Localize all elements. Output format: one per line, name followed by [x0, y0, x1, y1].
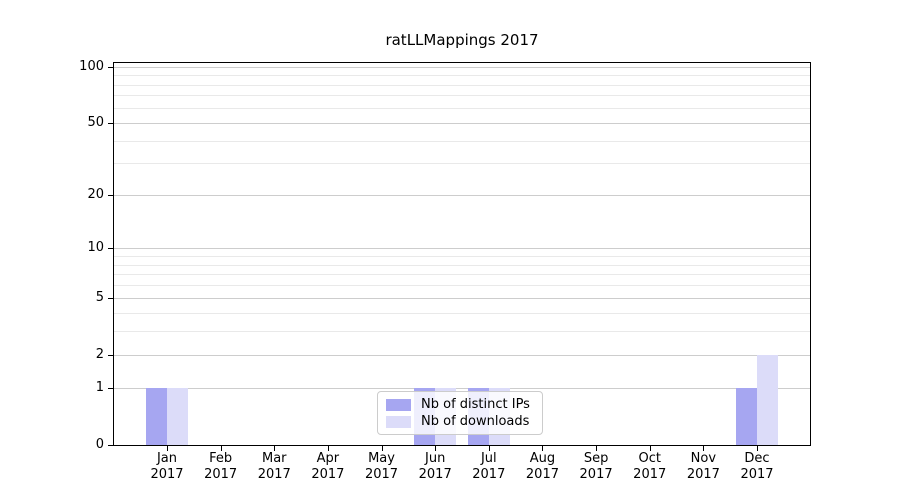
- minor-gridline: [114, 331, 810, 333]
- x-tick-mark: [757, 446, 758, 451]
- y-tick-mark: [108, 354, 113, 356]
- major-gridline: [114, 248, 810, 250]
- x-tick-month: Dec: [744, 451, 770, 466]
- y-tick-mark: [108, 445, 113, 446]
- bar-nb-of-distinct-ips: [736, 388, 757, 445]
- major-gridline: [114, 195, 810, 197]
- y-tick-label: 50: [87, 114, 104, 130]
- y-tick-label: 100: [79, 58, 104, 74]
- major-gridline: [114, 122, 810, 124]
- x-tick-label-sep: Sep 2017: [569, 451, 623, 483]
- x-tick-month: Jun: [425, 451, 446, 466]
- y-tick-label: 20: [87, 187, 104, 203]
- major-gridline: [114, 354, 810, 356]
- major-gridline: [114, 298, 810, 300]
- x-tick-month: Sep: [583, 451, 609, 466]
- minor-gridline: [114, 95, 810, 97]
- x-tick-year: 2017: [740, 467, 774, 482]
- chart-title: ratLLMappings 2017: [385, 31, 539, 49]
- minor-gridline: [114, 264, 810, 266]
- x-tick-mark: [703, 446, 705, 451]
- legend-swatch: [386, 398, 411, 411]
- x-tick-month: Oct: [638, 451, 661, 466]
- plot-area: [113, 62, 811, 446]
- x-tick-mark: [167, 446, 168, 451]
- y-tick-label: 5: [95, 290, 104, 306]
- x-tick-mark: [596, 446, 598, 451]
- y-tick-label: 1: [95, 380, 104, 396]
- x-tick-label-nov: Nov 2017: [676, 451, 730, 483]
- minor-gridline: [114, 274, 810, 276]
- major-gridline: [114, 66, 810, 68]
- x-tick-month: Apr: [316, 451, 340, 466]
- minor-gridline: [114, 75, 810, 77]
- legend-label: Nb of downloads: [421, 414, 530, 429]
- x-tick-mark: [220, 446, 222, 451]
- minor-gridline: [114, 313, 810, 315]
- x-tick-label-dec: Dec 2017: [730, 451, 784, 483]
- x-tick-year: 2017: [579, 467, 613, 482]
- legend-item: Nb of distinct IPs: [386, 397, 534, 412]
- x-tick-month: Feb: [209, 451, 233, 466]
- x-tick-year: 2017: [150, 467, 184, 482]
- x-tick-year: 2017: [257, 467, 291, 482]
- x-tick-label-aug: Aug 2017: [515, 451, 569, 483]
- minor-gridline: [114, 256, 810, 258]
- x-tick-label-jun: Jun 2017: [408, 451, 462, 483]
- bar-nb-of-distinct-ips: [146, 388, 167, 445]
- y-tick-label: 0: [95, 437, 104, 452]
- x-tick-label-feb: Feb 2017: [194, 451, 248, 483]
- minor-gridline: [114, 140, 810, 142]
- x-tick-year: 2017: [686, 467, 720, 482]
- x-tick-year: 2017: [418, 467, 452, 482]
- x-tick-label-oct: Oct 2017: [623, 451, 677, 483]
- major-gridline: [114, 388, 810, 390]
- y-tick-mark: [108, 122, 113, 124]
- x-tick-mark: [488, 446, 490, 451]
- x-tick-month: May: [368, 451, 395, 466]
- x-tick-year: 2017: [204, 467, 238, 482]
- y-tick-mark: [108, 195, 113, 197]
- x-tick-year: 2017: [633, 467, 667, 482]
- x-tick-month: Jan: [156, 451, 178, 466]
- x-tick-year: 2017: [364, 467, 399, 482]
- minor-gridline: [114, 107, 810, 109]
- x-tick-month: Aug: [529, 451, 556, 466]
- y-tick-label: 10: [87, 240, 104, 256]
- x-tick-mark: [274, 446, 276, 451]
- legend-item: Nb of downloads: [386, 414, 534, 429]
- legend: Nb of distinct IPs Nb of downloads: [377, 391, 543, 435]
- x-tick-year: 2017: [311, 467, 345, 482]
- x-tick-mark: [542, 446, 544, 451]
- y-tick-label: 2: [95, 346, 104, 362]
- x-tick-label-apr: Apr 2017: [301, 451, 355, 483]
- x-tick-mark: [381, 446, 383, 451]
- legend-swatch: [386, 415, 411, 428]
- x-tick-label-may: May 2017: [355, 451, 409, 483]
- minor-gridline: [114, 163, 810, 165]
- x-tick-label-mar: Mar 2017: [247, 451, 301, 483]
- x-tick-month: Mar: [262, 451, 287, 466]
- bar-nb-of-downloads: [757, 354, 778, 445]
- minor-gridline: [114, 285, 810, 287]
- y-tick-mark: [108, 248, 113, 250]
- x-tick-month: Jul: [480, 451, 497, 466]
- x-tick-label-jan: Jan 2017: [140, 451, 194, 483]
- minor-gridline: [114, 84, 810, 86]
- legend-label: Nb of distinct IPs: [421, 397, 530, 412]
- y-tick-mark: [108, 66, 113, 68]
- x-tick-mark: [649, 446, 651, 451]
- x-tick-year: 2017: [472, 467, 506, 482]
- x-tick-year: 2017: [525, 467, 559, 482]
- y-tick-mark: [108, 298, 113, 300]
- x-tick-month: Nov: [690, 451, 717, 466]
- x-tick-mark: [327, 446, 329, 451]
- x-tick-label-jul: Jul 2017: [462, 451, 516, 483]
- y-tick-mark: [108, 388, 113, 390]
- bar-nb-of-downloads: [167, 388, 188, 445]
- x-tick-mark: [435, 446, 437, 451]
